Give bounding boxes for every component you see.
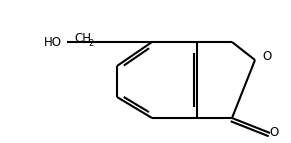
Text: O: O bbox=[262, 50, 271, 63]
Text: CH: CH bbox=[74, 32, 91, 45]
Text: 2: 2 bbox=[88, 39, 93, 48]
Text: O: O bbox=[269, 127, 278, 140]
Text: HO: HO bbox=[44, 35, 62, 48]
